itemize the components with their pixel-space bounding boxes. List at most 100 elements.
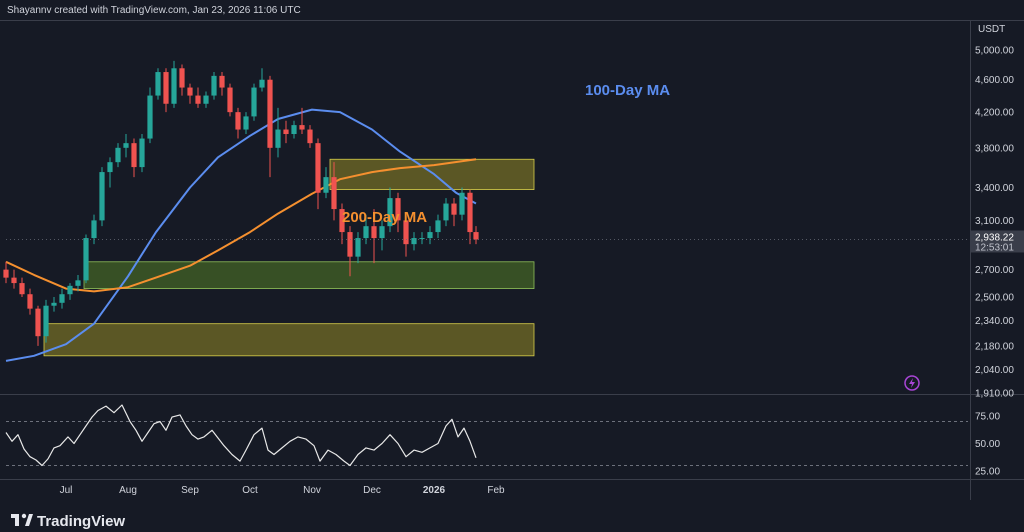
price-tick-label: 4,600.00 — [975, 75, 1014, 86]
candle — [371, 209, 377, 264]
candle-body — [363, 226, 369, 239]
candle — [59, 288, 65, 309]
time-tick-label: Jul — [60, 485, 73, 496]
candle-body — [275, 129, 281, 148]
candle — [275, 107, 281, 158]
candle-body — [147, 95, 153, 139]
candle — [451, 198, 457, 227]
candle-body — [51, 302, 57, 306]
candle-body — [67, 285, 73, 295]
candle — [35, 305, 41, 346]
time-tick-label: Dec — [363, 485, 381, 496]
candle-body — [211, 75, 217, 96]
time-tick-label: Feb — [487, 485, 505, 496]
candle — [99, 167, 105, 227]
candle-body — [107, 162, 113, 173]
rsi-panel: 75.00 50.00 25.00 — [5, 404, 1000, 478]
price-tick-label: 3,100.00 — [975, 216, 1014, 227]
candle — [19, 277, 25, 298]
candle-body — [443, 203, 449, 221]
candle-body — [259, 79, 265, 88]
candle-body — [187, 87, 193, 96]
candle — [435, 214, 441, 239]
candle — [459, 187, 465, 221]
ma100-annotation: 100-Day MA — [585, 82, 670, 99]
price-tick-label: 2,180.00 — [975, 341, 1014, 352]
ma200-annotation: 200-Day MA — [342, 209, 427, 226]
candle — [411, 232, 417, 251]
candle — [75, 274, 81, 292]
candle-body — [99, 172, 105, 221]
rsi-tick-label: 75.00 — [975, 412, 1000, 423]
candle-body — [83, 238, 89, 281]
last-price-badge — [971, 230, 1024, 253]
candle — [347, 226, 353, 277]
tradingview-logo[interactable]: TradingView — [11, 513, 125, 530]
zone-yellow-2 — [43, 323, 535, 357]
moving-averages — [5, 108, 477, 362]
currency-label: USDT — [978, 24, 1005, 35]
price-tick-label: 2,040.00 — [975, 365, 1014, 376]
candle-body — [227, 87, 233, 113]
candle-body — [339, 209, 345, 233]
candle-body — [243, 116, 249, 130]
candle-body — [35, 308, 41, 337]
candle — [115, 143, 121, 168]
candle-body — [235, 112, 241, 130]
candle — [67, 283, 73, 300]
candle-body — [459, 192, 465, 215]
tradingview-logo-icon — [11, 513, 33, 526]
candle-body — [323, 177, 329, 193]
price-tick-label: 2,340.00 — [975, 316, 1014, 327]
candle — [187, 83, 193, 104]
candle — [195, 87, 201, 108]
alert-icon[interactable] — [904, 375, 920, 391]
candle-body — [299, 125, 305, 130]
candle — [283, 120, 289, 144]
candle — [123, 134, 129, 158]
candle-body — [451, 203, 457, 215]
rsi-line — [5, 404, 477, 467]
rsi-tick-label: 50.00 — [975, 439, 1000, 450]
candle — [443, 198, 449, 227]
candle-body — [171, 68, 177, 104]
candle-body — [131, 143, 137, 168]
candle — [243, 112, 249, 135]
candle-body — [291, 125, 297, 135]
candle-body — [139, 138, 145, 168]
candle-body — [419, 238, 425, 240]
candle — [299, 107, 305, 135]
time-tick-label: Oct — [242, 485, 258, 496]
candle-body — [435, 220, 441, 233]
ma100-line — [5, 108, 477, 362]
candle-body — [155, 72, 161, 96]
support-resistance-zones — [43, 158, 535, 357]
candle — [211, 72, 217, 100]
last-price-value: 2,938.22 — [975, 232, 1014, 243]
candle — [395, 192, 401, 233]
candle — [171, 60, 177, 108]
candle-body — [387, 198, 393, 227]
time-tick-label: Sep — [181, 485, 199, 496]
time-tick-label: Nov — [303, 485, 321, 496]
candle — [291, 120, 297, 139]
candle — [315, 138, 321, 210]
candle-body — [427, 232, 433, 239]
candle — [307, 125, 313, 148]
time-tick-label: 2026 — [423, 485, 446, 496]
candle — [163, 68, 169, 113]
candle-body — [219, 75, 225, 88]
candle — [139, 134, 145, 173]
candle-body — [163, 72, 169, 104]
candle — [227, 83, 233, 117]
candle — [131, 138, 137, 178]
candle-body — [91, 220, 97, 239]
rsi-tick-label: 25.00 — [975, 467, 1000, 478]
candle — [147, 87, 153, 144]
price-tick-label: 1,910.00 — [975, 389, 1014, 400]
candle-body — [379, 226, 385, 239]
candle — [467, 189, 473, 245]
candle-body — [179, 68, 185, 88]
candle — [259, 68, 265, 92]
